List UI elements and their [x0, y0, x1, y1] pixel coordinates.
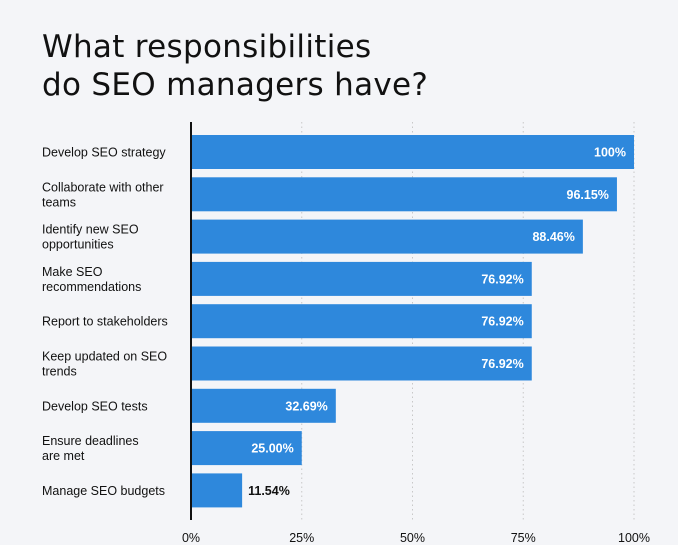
value-label: 11.54%: [248, 484, 290, 498]
category-label-line: opportunities: [42, 238, 114, 252]
bars: [191, 135, 634, 508]
category-label-line: Manage SEO budgets: [42, 484, 165, 498]
category-label: Manage SEO budgets: [42, 484, 165, 498]
category-label-line: Report to stakeholders: [42, 315, 168, 329]
category-label-line: are met: [42, 449, 85, 463]
chart-title-line-2: do SEO managers have?: [42, 67, 429, 103]
category-labels: Develop SEO strategy Collaborate with oth…: [42, 146, 168, 498]
value-label: 100%: [594, 146, 626, 160]
category-label-line: Keep updated on SEO: [42, 350, 167, 364]
value-label: 88.46%: [532, 230, 574, 244]
x-axis-tick-labels: 0% 25% 50% 75% 100%: [182, 531, 650, 545]
value-labels: 100% 96.15% 88.46% 76.92% 76.92% 76.92% 32.69%…: [248, 146, 626, 498]
x-tick-label: 75%: [511, 531, 536, 545]
chart-title: What responsibilities do SEO managers ha…: [42, 28, 428, 104]
category-label: Develop SEO tests: [42, 399, 148, 413]
category-label-line: Develop SEO strategy: [42, 146, 166, 160]
category-label-line: Collaborate with other: [42, 180, 164, 194]
category-label: Ensure deadlines are met: [42, 434, 139, 463]
bar: [191, 388, 336, 423]
value-label: 96.15%: [567, 188, 609, 202]
category-label: Develop SEO strategy: [42, 146, 166, 160]
category-label: Make SEO recommendations: [42, 265, 141, 294]
chart-title-line-1: What responsibilities: [42, 29, 372, 65]
bar: [191, 261, 532, 296]
bar: [191, 219, 583, 254]
value-label: 76.92%: [481, 357, 523, 371]
bar: [191, 135, 634, 169]
bar: [191, 346, 532, 381]
category-label: Keep updated on SEO trends: [42, 350, 167, 379]
x-tick-label: 100%: [618, 531, 650, 545]
value-label: 25.00%: [251, 442, 293, 456]
value-label: 76.92%: [481, 315, 523, 329]
category-label-line: Develop SEO tests: [42, 399, 148, 413]
category-label-line: Make SEO: [42, 265, 103, 279]
category-label-line: Identify new SEO: [42, 223, 139, 237]
bar: [191, 304, 532, 339]
category-label: Identify new SEO opportunities: [42, 223, 139, 252]
value-label: 76.92%: [481, 272, 523, 286]
x-tick-label: 50%: [400, 531, 425, 545]
x-tick-label: 0%: [182, 531, 200, 545]
category-label-line: teams: [42, 195, 76, 209]
bar: [191, 431, 302, 466]
category-label-line: Ensure deadlines: [42, 434, 139, 448]
bar: [191, 473, 243, 508]
category-label-line: recommendations: [42, 280, 141, 294]
category-label-line: trends: [42, 365, 77, 379]
category-label: Report to stakeholders: [42, 315, 168, 329]
bar: [191, 177, 617, 212]
x-tick-label: 25%: [289, 531, 314, 545]
value-label: 32.69%: [285, 399, 327, 413]
category-label: Collaborate with other teams: [42, 180, 164, 209]
